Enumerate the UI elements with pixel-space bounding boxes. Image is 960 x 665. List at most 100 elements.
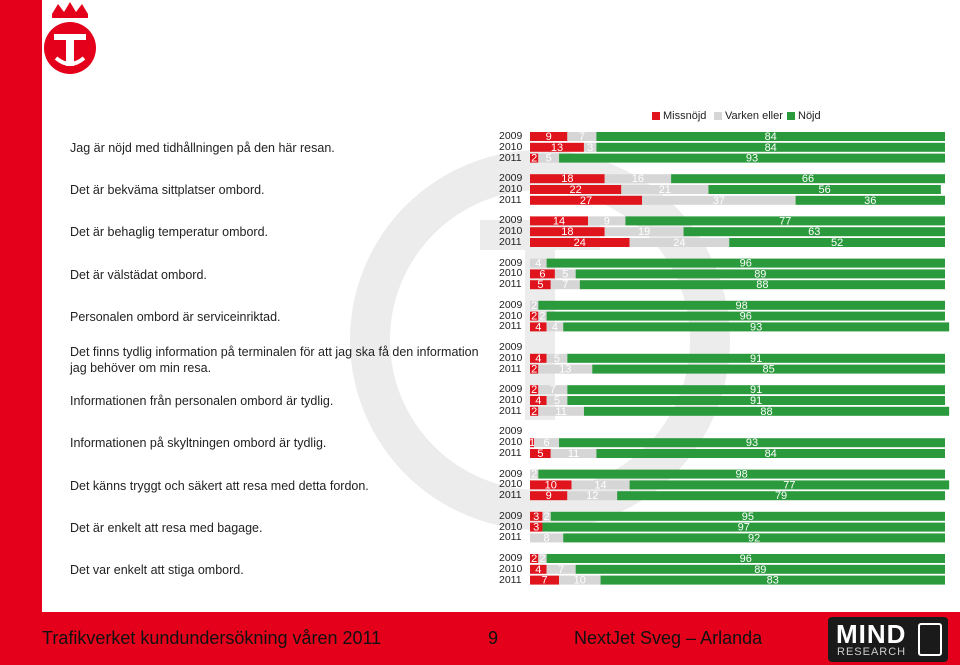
bar-value-label: 2 [531, 364, 537, 376]
bar-segment-nojd [617, 491, 945, 501]
bar-segment-varken [538, 406, 584, 416]
bar-segment-varken [530, 258, 547, 268]
bar-segment-nojd [563, 533, 945, 543]
bar-value-label: 5 [554, 395, 560, 407]
bar-segment-varken [530, 533, 564, 543]
question-label: Det är enkelt att resa med bagage. [70, 520, 263, 535]
bar-value-label: 83 [767, 575, 779, 587]
year-tick-label: 2009 [499, 298, 523, 311]
bar-value-label: 4 [535, 321, 541, 333]
bar-segment-nojd [596, 142, 945, 152]
year-tick-label: 2011 [499, 573, 522, 586]
bar-value-label: 98 [736, 300, 748, 312]
bar-value-label: 9 [604, 215, 610, 227]
bar-value-label: 77 [779, 215, 791, 227]
bar-segment-nojd [542, 522, 945, 532]
bar-segment-missnojd [530, 153, 539, 163]
bar-value-label: 84 [765, 142, 777, 154]
bar-value-label: 7 [550, 384, 556, 396]
bar-value-label: 2 [539, 311, 545, 323]
year-tick-label: 2009 [499, 341, 523, 353]
bar-value-label: 18 [561, 226, 573, 238]
legend-label-varken: Varken eller [725, 110, 783, 122]
bar-value-label: 11 [568, 448, 579, 460]
bar-value-label: 13 [551, 142, 563, 154]
bar-segment-nojd [567, 353, 945, 363]
bar-value-label: 37 [713, 195, 725, 207]
bar-value-label: 8 [544, 532, 550, 544]
bar-value-label: 1 [529, 437, 535, 449]
bar-segment-varken [588, 216, 626, 226]
bar-segment-missnojd [530, 449, 551, 458]
bar-value-label: 4 [535, 395, 541, 407]
bar-segment-varken [546, 564, 576, 574]
bar-value-label: 2 [531, 553, 537, 565]
bar-value-label: 5 [562, 268, 568, 280]
bar-value-label: 4 [535, 353, 541, 365]
bar-value-label: 93 [750, 321, 762, 333]
bar-value-label: 2 [539, 553, 545, 565]
year-tick-label: 2009 [499, 256, 523, 269]
year-tick-label: 2011 [499, 193, 522, 206]
bar-value-label: 3 [587, 142, 593, 154]
year-tick-label: 2011 [499, 151, 522, 164]
bar-segment-missnojd [530, 132, 568, 141]
mind-logo-text: MIND [836, 619, 907, 649]
year-tick-label: 2010 [499, 394, 523, 406]
bar-segment-varken [542, 511, 551, 521]
bar-segment-varken [538, 153, 560, 163]
bar-value-label: 6 [539, 268, 545, 280]
bar-segment-nojd [596, 132, 945, 141]
bar-segment-missnojd [530, 216, 589, 226]
bar-segment-nojd [550, 511, 945, 521]
bar-segment-nojd [575, 564, 945, 574]
mind-research-logo: MIND RESEARCH [828, 617, 948, 662]
bar-segment-varken [567, 132, 597, 141]
page-number: 9 [488, 628, 499, 648]
bar-segment-varken [554, 269, 576, 279]
bar-segment-nojd [538, 300, 945, 310]
bar-value-label: 10 [545, 479, 557, 491]
bar-value-label: 12 [586, 490, 598, 502]
bar-segment-missnojd [530, 322, 547, 332]
bar-segment-missnojd [530, 174, 605, 184]
year-tick-label: 2009 [499, 130, 523, 142]
bar-value-label: 2 [531, 469, 537, 481]
bar-value-label: 7 [579, 131, 585, 143]
legend-item-nojd: Nöjd [787, 110, 821, 122]
year-tick-label: 2011 [499, 278, 522, 291]
bar-segment-nojd [592, 364, 945, 374]
question-label: Jag är nöjd med tidhållningen på den här… [70, 141, 335, 155]
bar-segment-nojd [575, 269, 945, 279]
year-tick-label: 2010 [499, 478, 523, 491]
year-tick-label: 2011 [499, 489, 522, 502]
bar-value-label: 21 [659, 184, 671, 196]
bar-value-label: 2 [544, 511, 550, 523]
bar-value-label: 2 [531, 311, 537, 323]
bar-value-label: 11 [555, 406, 566, 418]
bar-value-label: 3 [533, 511, 539, 523]
bar-segment-varken [621, 185, 709, 194]
footer-title: Trafikverket kundundersökning våren 2011 [42, 628, 382, 648]
bar-value-label: 19 [638, 226, 650, 238]
bar-segment-varken [530, 300, 539, 310]
bar-value-label: 24 [574, 237, 586, 249]
year-tick-label: 2010 [499, 140, 523, 153]
bar-value-label: 5 [554, 353, 560, 365]
bar-value-label: 97 [738, 522, 750, 534]
bar-segment-nojd [579, 280, 945, 290]
bar-segment-nojd [546, 258, 945, 268]
bar-segment-varken [538, 554, 547, 563]
bar-segment-missnojd [530, 364, 539, 374]
bar-value-label: 88 [756, 279, 768, 291]
bar-segment-varken [546, 353, 568, 363]
bar-segment-missnojd [530, 238, 630, 247]
bar-value-label: 96 [740, 311, 752, 323]
bar-segment-nojd [563, 322, 950, 332]
bar-segment-missnojd [530, 353, 547, 363]
bar-segment-varken [534, 438, 560, 448]
bar-segment-missnojd [530, 438, 535, 448]
bar-value-label: 9 [546, 131, 552, 143]
legend-item-varken: Varken eller [714, 110, 783, 122]
bar-segment-missnojd [530, 554, 539, 563]
